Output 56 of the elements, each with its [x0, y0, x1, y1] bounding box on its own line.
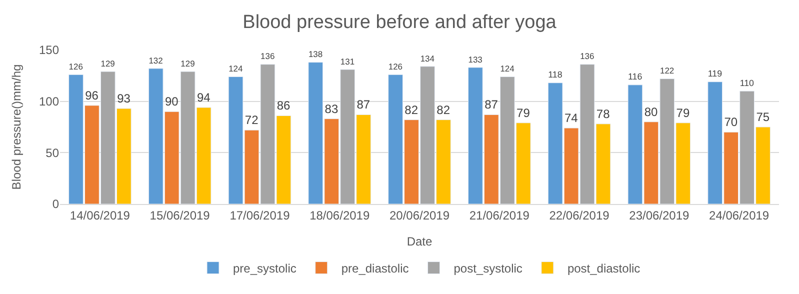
y-tick-label: 0: [52, 197, 60, 212]
data-label: 116: [628, 72, 642, 82]
data-label: 79: [676, 106, 690, 120]
data-label: 72: [244, 113, 259, 128]
x-tick-label: 20/06/2019: [389, 208, 450, 222]
data-label: 131: [340, 56, 355, 66]
x-tick-label: 17/06/2019: [230, 208, 290, 222]
data-label: 94: [196, 90, 211, 104]
legend-label: post_diastolic: [567, 261, 640, 276]
data-label: 138: [308, 49, 323, 60]
legend-label: pre_systolic: [233, 261, 296, 276]
x-tick-label: 18/06/2019: [310, 208, 370, 222]
data-label: 87: [356, 98, 370, 112]
data-label: 136: [580, 51, 595, 62]
data-label: 75: [756, 110, 770, 124]
data-label: 132: [148, 55, 164, 66]
data-label: 90: [165, 94, 179, 109]
data-label: 133: [468, 54, 483, 64]
y-axis-title: Blood pressure()mm/hg: [9, 64, 24, 190]
legend-label: pre_diastolic: [341, 261, 409, 276]
data-label: 82: [436, 102, 450, 117]
data-label: 93: [117, 92, 131, 106]
data-label: 119: [708, 68, 722, 79]
data-label: 86: [276, 98, 291, 113]
data-label: 82: [404, 102, 418, 117]
x-tick-label: 15/06/2019: [150, 208, 210, 222]
x-tick-label: 21/06/2019: [469, 208, 530, 222]
data-label: 74: [564, 111, 578, 126]
data-label: 110: [740, 78, 754, 88]
y-tick-label: 100: [38, 94, 60, 109]
data-label: 80: [644, 104, 658, 119]
data-label: 87: [484, 98, 498, 112]
y-tick-label: 50: [46, 146, 60, 160]
data-label: 124: [228, 64, 243, 74]
chart-title: Blood pressure before and after yoga: [242, 12, 557, 33]
data-label: 79: [516, 106, 530, 120]
data-label: 83: [324, 102, 338, 116]
x-tick-label: 24/06/2019: [709, 208, 770, 222]
x-tick-label: 23/06/2019: [629, 208, 690, 222]
data-label: 78: [596, 106, 610, 121]
legend-label: post_systolic: [454, 261, 522, 276]
data-label: 70: [724, 115, 738, 130]
data-label: 118: [548, 70, 562, 80]
data-label: 96: [85, 88, 99, 102]
data-label: 126: [388, 62, 403, 72]
data-label: 129: [100, 58, 116, 68]
data-label: 136: [260, 51, 275, 62]
data-label: 134: [420, 53, 435, 64]
x-tick-label: 14/06/2019: [70, 208, 130, 222]
data-label: 124: [500, 64, 515, 74]
data-label: 126: [68, 62, 84, 72]
y-tick-label: 150: [38, 43, 60, 58]
data-label: 122: [660, 66, 674, 76]
x-axis-title: Date: [406, 234, 432, 248]
data-label: 129: [180, 58, 196, 68]
x-tick-label: 22/06/2019: [549, 208, 610, 222]
